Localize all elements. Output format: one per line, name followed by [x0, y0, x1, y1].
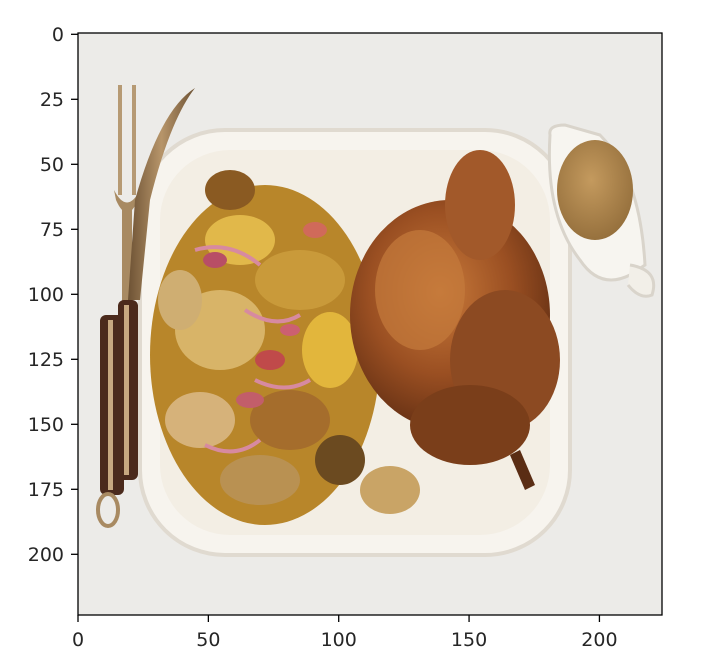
gravy-boat — [547, 123, 656, 298]
y-axis: 0 25 50 75 100 125 150 175 200 — [28, 24, 78, 566]
x-tick-label: 100 — [321, 629, 357, 651]
x-tick-label: 200 — [581, 629, 617, 651]
y-tick-label: 0 — [52, 24, 64, 46]
x-tick-label: 0 — [72, 629, 84, 651]
dinner-photo — [78, 33, 662, 615]
knife-icon — [118, 88, 195, 480]
y-tick-label: 25 — [40, 89, 64, 111]
y-tick-label: 175 — [28, 479, 64, 501]
x-tick-label: 50 — [196, 629, 220, 651]
x-tick-label: 150 — [451, 629, 487, 651]
y-tick-label: 150 — [28, 414, 64, 436]
x-axis: 0 50 100 150 200 — [72, 615, 618, 651]
roasted-vegetables — [150, 170, 420, 525]
y-tick-label: 75 — [40, 219, 64, 241]
axes-frame — [77, 32, 663, 616]
y-tick-label: 200 — [28, 544, 64, 566]
y-tick-label: 100 — [28, 284, 64, 306]
y-tick-label: 50 — [40, 154, 64, 176]
y-tick-label: 125 — [28, 349, 64, 371]
roast-chicken — [350, 150, 560, 490]
